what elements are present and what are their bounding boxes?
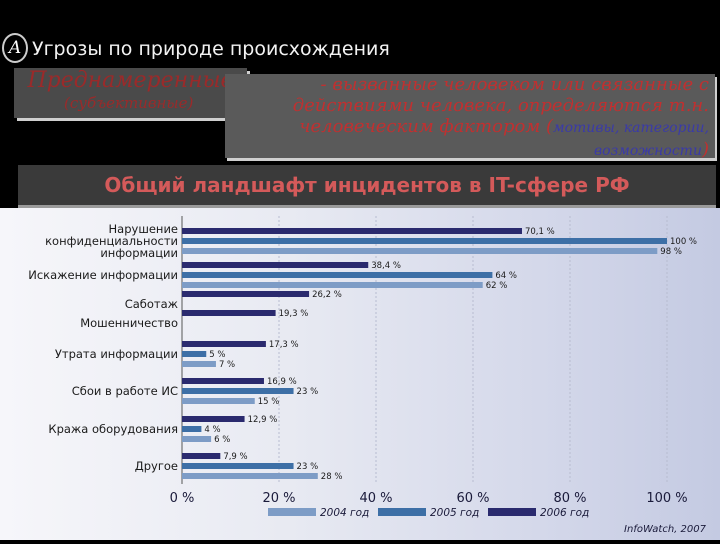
data-label: 23 % <box>297 387 319 397</box>
bar <box>182 262 369 268</box>
category-label: информации <box>100 246 178 260</box>
category-label: Утрата информации <box>55 347 178 361</box>
bar <box>182 238 667 244</box>
data-label: 17,3 % <box>269 340 299 350</box>
bar <box>182 310 276 316</box>
legend-label: 2004 год <box>320 507 369 519</box>
data-label: 4 % <box>204 425 220 435</box>
x-tick-label: 20 % <box>262 491 295 506</box>
data-label: 5 % <box>209 350 225 360</box>
data-label: 28 % <box>321 472 343 482</box>
data-label: 98 % <box>660 247 682 257</box>
x-tick-label: 0 % <box>170 491 195 506</box>
description-box: - вызванные человеком или связанные с де… <box>225 74 715 160</box>
data-label: 70,1 % <box>525 227 555 237</box>
category-tag: Преднамеренные (субъективные) <box>14 68 247 118</box>
data-label: 6 % <box>214 435 230 445</box>
description-line-3: человеческим фактором (мотивы, категории… <box>293 116 709 139</box>
x-tick-label: 100 % <box>646 491 687 506</box>
bar <box>182 361 216 367</box>
bar <box>182 341 266 347</box>
description-line-3-a: человеческим фактором ( <box>299 116 553 137</box>
category-label: Мошенничество <box>80 316 178 330</box>
x-tick-label: 40 % <box>359 491 392 506</box>
category-label: Другое <box>135 459 178 473</box>
data-label: 100 % <box>670 237 697 247</box>
bar <box>182 291 310 297</box>
category-label: Искажение информации <box>28 268 178 282</box>
chart-banner: Общий ландшафт инцидентов в IT-сфере РФ <box>18 165 716 205</box>
category-label: Нарушение <box>109 222 178 236</box>
description-text: - вызванные человеком или связанные с де… <box>293 74 709 162</box>
data-label: 26,2 % <box>312 290 342 300</box>
data-label: 19,3 % <box>279 309 309 319</box>
description-line-4-a: возможности <box>594 143 702 159</box>
bar <box>182 426 202 432</box>
description-line-4-b: ) <box>701 139 709 160</box>
description-line-4: возможности) <box>293 139 709 162</box>
legend-swatch <box>268 508 316 516</box>
category-label: Кража оборудования <box>48 422 178 436</box>
category-label: конфиденциальности <box>45 234 178 248</box>
section-badge: А <box>2 33 28 63</box>
data-label: 16,9 % <box>267 377 297 387</box>
legend-label: 2005 год <box>430 507 479 519</box>
bar <box>182 416 245 422</box>
source-label: InfoWatch, 2007 <box>624 524 707 535</box>
description-line-2: действиями человека, определяются т.н. <box>292 95 709 116</box>
incident-chart-panel: 0 % 20 % 40 % 60 % 80 % 100 % Нарушение конфиде… <box>0 208 720 540</box>
legend-swatch <box>378 508 426 516</box>
data-label: 15 % <box>258 397 280 407</box>
x-tick-label: 80 % <box>553 491 586 506</box>
data-label: 23 % <box>297 462 319 472</box>
banner-title: Общий ландшафт инцидентов в IT-сфере РФ <box>104 173 630 197</box>
bar <box>182 453 221 459</box>
bar <box>182 351 207 357</box>
slide-title: Угрозы по природе происхождения <box>32 38 390 60</box>
bar <box>182 228 522 234</box>
data-label: 64 % <box>495 271 517 281</box>
bar <box>182 248 658 254</box>
description-line-1: - вызванные человеком или связанные с <box>320 74 709 95</box>
bar <box>182 398 255 404</box>
bar <box>182 463 294 469</box>
category-label: Саботаж <box>125 297 178 311</box>
bar <box>182 473 318 479</box>
description-line-3-b: мотивы, категории, <box>553 120 709 136</box>
bar <box>182 282 483 288</box>
data-label: 12,9 % <box>248 415 278 425</box>
category-tag-sub: (субъективные) <box>64 94 194 112</box>
incident-bar-chart: 0 % 20 % 40 % 60 % 80 % 100 % Нарушениеконфиде… <box>28 216 707 535</box>
x-tick-label: 60 % <box>456 491 489 506</box>
bar <box>182 378 264 384</box>
category-tag-main: Преднамеренные <box>27 68 234 93</box>
data-label: 7,9 % <box>223 452 247 462</box>
legend-label: 2006 год <box>540 507 589 519</box>
data-label: 38,4 % <box>371 261 401 271</box>
legend-swatch <box>488 508 536 516</box>
data-label: 7 % <box>219 360 235 370</box>
data-label: 62 % <box>486 281 508 291</box>
bar <box>182 388 294 394</box>
category-label: Сбои в работе ИС <box>72 384 178 398</box>
bar <box>182 272 493 278</box>
bar <box>182 436 212 442</box>
